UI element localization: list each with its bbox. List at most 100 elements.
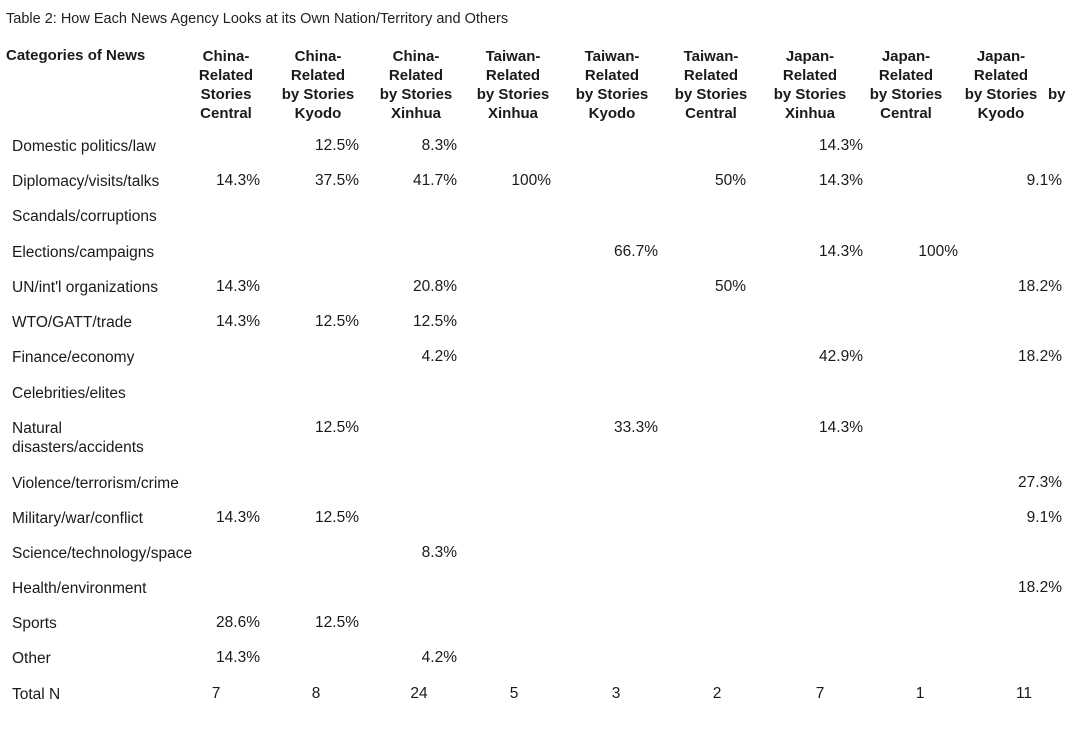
table-cell: 42.9% [819,348,863,365]
column-header: Japan- Related by Stories Xinhua [774,47,847,123]
total-cell: 24 [410,685,428,702]
table-cell: 9.1% [1026,509,1062,526]
column-header-line: Central [685,105,737,122]
table-cell: 37.5% [315,172,359,189]
row-category-line: Total N [12,686,61,703]
table-cell: 18.2% [1018,579,1062,596]
table-cell: 4.2% [421,649,457,666]
table-cell: 50% [714,278,746,295]
table-cell: 14.3% [216,509,260,526]
column-header-line: Taiwan- [584,48,640,65]
table-cell: 9.1% [1026,172,1062,189]
table-caption: Table 2: How Each News Agency Looks at i… [6,11,509,27]
row-category-line: Finance/economy [12,349,135,366]
table-cell: 14.3% [819,419,863,436]
column-header-line: Related [290,67,346,84]
table-cell: 100% [511,172,551,189]
column-header: China- Related Stories Central [199,47,253,123]
table-cell: 12.5% [315,614,359,631]
column-header-line: by Stories [281,86,355,103]
row-category-line: Scandals/corruptions [12,208,157,225]
row-category: Military/war/conflict [12,509,143,528]
column-header-line: Central [880,105,932,122]
table-cell: 28.6% [216,614,260,631]
row-category: Diplomacy/visits/talks [12,172,159,191]
column-header-line: Related [973,67,1029,84]
table-cell: 12.5% [315,509,359,526]
row-category-line: Sports [12,615,57,632]
table-cell: 14.3% [819,243,863,260]
row-category-line: Elections/campaigns [12,244,155,261]
row-category-line: disasters/accidents [12,439,144,456]
column-header-line: by Stories [379,86,453,103]
total-cell: 7 [211,685,221,702]
column-header-line: Taiwan- [485,48,541,65]
row-category-line: Health/environment [12,580,147,597]
column-header-line: Central [200,105,252,122]
row-category: Health/environment [12,579,146,598]
column-header: Taiwan- Related by Stories Central [675,47,748,123]
row-category: WTO/GATT/trade [12,313,132,332]
row-category: Other [12,649,51,668]
row-category: Celebrities/elites [12,384,126,403]
total-cell: 11 [1015,685,1033,702]
table-cell: 14.3% [216,313,260,330]
table-cell: 33.3% [614,419,658,436]
column-header-line: Related [584,67,640,84]
row-category-line: WTO/GATT/trade [12,314,132,331]
table-cell: 14.3% [216,649,260,666]
table-cell: 14.3% [819,137,863,154]
table-cell: 14.3% [216,172,260,189]
column-header-line: by Stories [674,86,748,103]
table-cell: 27.3% [1018,474,1062,491]
row-category-line: Domestic politics/law [12,138,156,155]
column-header: Taiwan- Related by Stories Kyodo [576,47,649,123]
column-header-line: by Stories [773,86,847,103]
column-header-line: Xinhua [390,105,441,122]
table-cell: 12.5% [413,313,457,330]
column-header-line: Xinhua [784,105,835,122]
table-cell: 8.3% [421,544,457,561]
column-header-line: by Stories [964,86,1038,103]
table-cell: 41.7% [413,172,457,189]
column-header-line: Taiwan- [683,48,739,65]
table-cell: 50% [714,172,746,189]
row-category-line: Natural [12,420,62,437]
total-cell: 2 [712,685,722,702]
row-category: Finance/economy [12,348,134,367]
total-cell: 1 [915,685,925,702]
column-header: Japan- Related by Stories Kyodo [965,47,1038,123]
column-header-line: Japan- [785,48,835,65]
table-cell: 12.5% [315,419,359,436]
column-header-line: Related [878,67,934,84]
column-header: China- Related by Stories Kyodo [282,47,355,123]
total-cell: 8 [311,685,321,702]
column-header-line: Related [683,67,739,84]
row-category-line: UN/int'l organizations [12,279,158,296]
table-cell: 8.3% [421,137,457,154]
column-header-line: by Stories [476,86,550,103]
row-category: Science/technology/space [12,544,192,563]
total-cell: 7 [815,685,825,702]
column-header-line: Related [782,67,838,84]
column-header-line: Kyodo [977,105,1025,122]
row-category-line: Science/technology/space [12,545,193,562]
stub-column-header: Categories of News [6,47,146,64]
row-category-line: Violence/terrorism/crime [12,475,179,492]
column-header-line: Related [485,67,541,84]
column-header-line: Related [388,67,444,84]
table-cell: 18.2% [1018,278,1062,295]
row-category: Scandals/corruptions [12,207,157,226]
column-header-line: Kyodo [294,105,342,122]
column-header-line: Related [198,67,254,84]
column-header-line: Kyodo [588,105,636,122]
row-category-line: Military/war/conflict [12,510,143,527]
table-cell: 14.3% [819,172,863,189]
column-header-line: China- [294,48,342,65]
total-cell: 3 [611,685,621,702]
row-category: UN/int'l organizations [12,278,158,297]
table-cell: 100% [918,243,958,260]
column-header: China- Related by Stories Xinhua [380,47,453,123]
row-category: Domestic politics/law [12,137,156,156]
column-header-line: by Stories [869,86,943,103]
